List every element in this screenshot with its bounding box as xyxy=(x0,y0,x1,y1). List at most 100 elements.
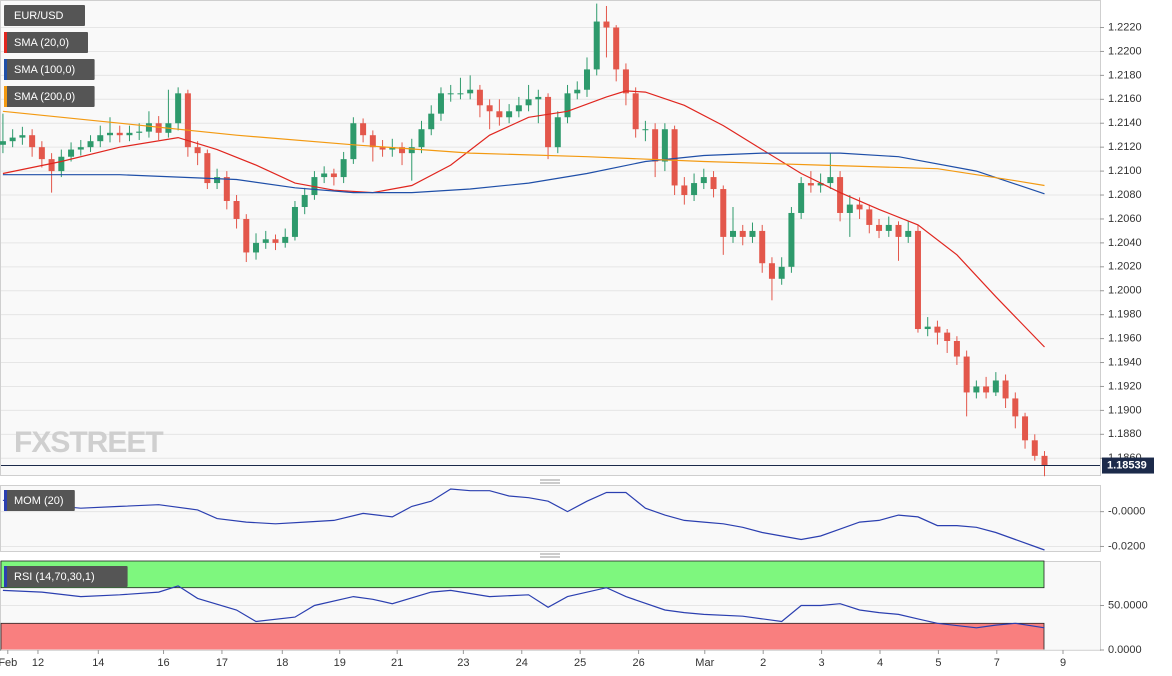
band xyxy=(0,622,1045,651)
y-tick-label: 0.0000 xyxy=(1108,644,1142,656)
candle-body xyxy=(768,263,775,279)
candle-body xyxy=(68,149,75,157)
y-tick-label: 1.1920 xyxy=(1108,380,1142,392)
candle-body xyxy=(87,141,94,148)
last-price-box xyxy=(1102,457,1154,474)
candle-body xyxy=(895,224,902,237)
x-tick-label: 25 xyxy=(574,657,586,669)
candle-body xyxy=(204,153,211,184)
candle-body xyxy=(97,135,104,142)
y-tick-label: 1.2200 xyxy=(1108,45,1142,57)
candle-body xyxy=(48,159,55,172)
candle-body xyxy=(749,230,756,237)
legend-label: SMA (200,0) xyxy=(14,91,75,103)
x-tick-label: Feb xyxy=(0,657,17,669)
y-tick-label: 1.2140 xyxy=(1108,117,1142,129)
candle-body xyxy=(866,209,873,225)
candle-body xyxy=(194,147,201,154)
candle-body xyxy=(408,147,415,154)
legend-swatch xyxy=(4,490,7,511)
candle-body xyxy=(905,230,912,237)
y-tick-label: 1.2100 xyxy=(1108,165,1142,177)
candle-body xyxy=(992,380,999,393)
panel-background xyxy=(0,485,1101,552)
series-line xyxy=(2,110,1045,187)
candle-body xyxy=(827,177,834,184)
x-tick-label: 9 xyxy=(1060,657,1066,669)
candle-body xyxy=(583,69,590,90)
candle-body xyxy=(807,183,814,186)
y-tick-label: 1.1940 xyxy=(1108,356,1142,368)
candle-body xyxy=(506,111,513,118)
y-tick-label: 50.0000 xyxy=(1108,599,1148,611)
x-tick-label: 12 xyxy=(32,657,44,669)
legend-box xyxy=(4,490,75,511)
legend-box xyxy=(4,32,88,53)
candle-body xyxy=(19,135,26,138)
y-tick-label: 1.2080 xyxy=(1108,189,1142,201)
candle-body xyxy=(798,183,805,213)
candle-body xyxy=(914,230,921,330)
legend-box xyxy=(4,59,95,80)
candle-body xyxy=(330,173,337,178)
legend-swatch xyxy=(4,566,7,587)
candle-body xyxy=(223,177,230,202)
legend-box xyxy=(4,5,85,26)
candle-body xyxy=(837,177,844,213)
x-tick-label: 3 xyxy=(819,657,825,669)
candle-body xyxy=(554,117,561,148)
candle-body xyxy=(418,129,425,148)
y-tick-label: -0.0000 xyxy=(1108,506,1145,518)
candle-body xyxy=(535,96,542,100)
x-tick-label: 23 xyxy=(457,657,469,669)
legend-label: SMA (20,0) xyxy=(14,37,69,49)
candle-body xyxy=(467,89,474,94)
candle-body xyxy=(1041,455,1048,466)
candle-body xyxy=(1002,380,1009,399)
candle-body xyxy=(145,123,152,132)
candle-body xyxy=(759,230,766,264)
legend-box xyxy=(4,566,128,587)
candle-body xyxy=(155,123,162,133)
candle-body xyxy=(476,89,483,106)
y-tick-label: 1.2020 xyxy=(1108,261,1142,273)
candle-body xyxy=(856,204,863,210)
x-tick-label: 19 xyxy=(334,657,346,669)
candle-body xyxy=(38,147,45,160)
candle-body xyxy=(291,206,298,237)
candle-body xyxy=(116,132,123,136)
x-tick-label: Mar xyxy=(695,657,714,669)
candle-body xyxy=(126,132,133,136)
x-tick-label: 5 xyxy=(935,657,941,669)
candle-body xyxy=(642,129,649,131)
series-line xyxy=(2,90,1045,348)
candle-body xyxy=(700,177,707,184)
y-tick-label: 1.2000 xyxy=(1108,285,1142,297)
x-tick-label: 14 xyxy=(92,657,104,669)
candle-body xyxy=(340,159,347,178)
candle-body xyxy=(515,105,522,112)
y-tick-label: 1.1980 xyxy=(1108,309,1142,321)
candle-body xyxy=(973,386,980,393)
candle-body xyxy=(710,177,717,190)
legend-label: RSI (14,70,30,1) xyxy=(14,571,95,583)
candle-body xyxy=(360,123,367,136)
candle-body xyxy=(885,224,892,231)
last-price-label: 1.18539 xyxy=(1107,459,1147,471)
candle-body xyxy=(983,386,990,393)
legend-swatch xyxy=(4,86,7,107)
y-tick-label: 1.1900 xyxy=(1108,404,1142,416)
candle-body xyxy=(944,332,951,341)
candle-body xyxy=(778,266,785,279)
candle-body xyxy=(399,147,406,154)
x-tick-label: 21 xyxy=(391,657,403,669)
candle-body xyxy=(262,239,269,243)
candle-body xyxy=(321,173,328,178)
candle-body xyxy=(924,326,931,330)
candle-body xyxy=(739,230,746,237)
watermark: FXSTREET xyxy=(14,426,163,459)
panel-separator xyxy=(540,479,560,558)
candle-body xyxy=(1022,416,1029,441)
